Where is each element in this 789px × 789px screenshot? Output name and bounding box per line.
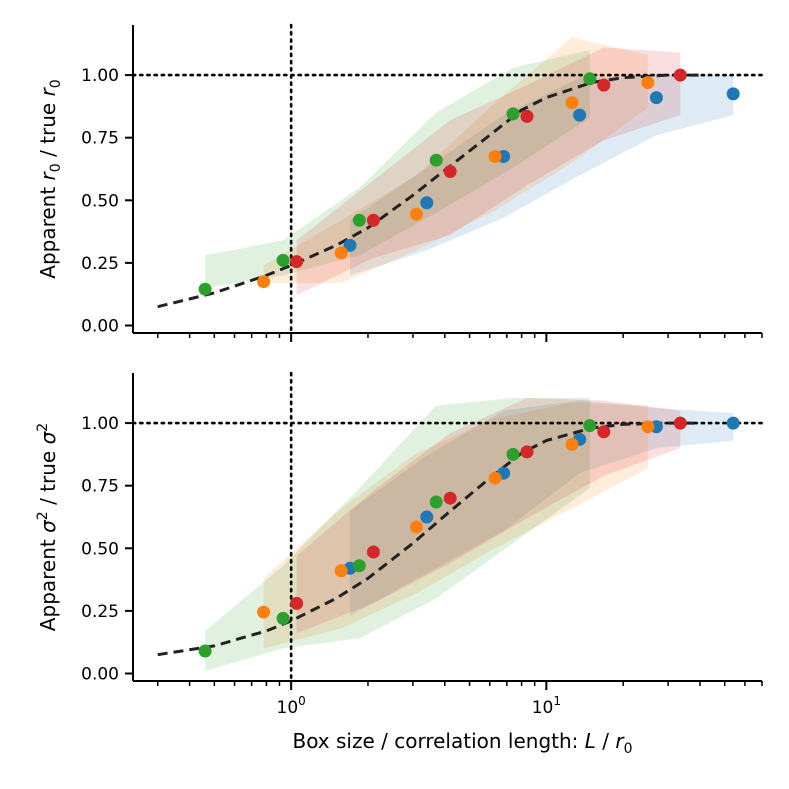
data-point-red bbox=[520, 445, 534, 459]
data-point-orange bbox=[565, 96, 579, 110]
data-point-orange bbox=[334, 564, 348, 578]
data-point-green bbox=[352, 213, 366, 227]
data-point-green bbox=[506, 107, 520, 121]
data-point-green bbox=[276, 253, 290, 267]
data-point-blue bbox=[420, 510, 434, 524]
data-point-green bbox=[429, 495, 443, 509]
data-point-blue bbox=[726, 87, 740, 101]
data-point-red bbox=[443, 165, 457, 178]
y-tick-label: 0.00 bbox=[81, 664, 119, 684]
y-tick-label: 0.75 bbox=[81, 477, 119, 497]
data-point-green bbox=[198, 644, 212, 658]
y-tick-label: 0.25 bbox=[81, 254, 119, 274]
data-point-orange bbox=[257, 275, 271, 289]
data-point-green bbox=[276, 611, 290, 625]
data-point-red bbox=[520, 109, 534, 123]
data-point-green bbox=[583, 72, 597, 86]
y-tick-label: 0.25 bbox=[81, 602, 119, 622]
data-point-orange bbox=[641, 76, 655, 90]
y-tick-label: 0.50 bbox=[81, 539, 119, 559]
y-tick-label: 0.00 bbox=[81, 316, 119, 336]
data-point-red bbox=[366, 545, 380, 559]
x-axis-label: Box size / correlation length: L / r0 bbox=[292, 729, 632, 757]
x-tick-label: 100 bbox=[277, 694, 306, 718]
y-tick-label: 1.00 bbox=[81, 414, 119, 434]
x-tick-label: 101 bbox=[532, 694, 561, 718]
band-blue bbox=[350, 400, 734, 616]
band-red bbox=[296, 47, 681, 296]
data-point-green bbox=[352, 559, 366, 573]
fit-curve bbox=[157, 421, 700, 657]
data-point-blue bbox=[649, 91, 663, 105]
data-point-green bbox=[506, 447, 520, 461]
data-point-orange bbox=[257, 605, 271, 619]
data-point-orange bbox=[488, 150, 502, 163]
band-green bbox=[205, 50, 590, 288]
data-point-orange bbox=[410, 207, 423, 221]
y-tick-label: 0.75 bbox=[81, 129, 119, 149]
band-orange bbox=[263, 403, 648, 649]
data-point-red bbox=[443, 491, 457, 505]
data-point-red bbox=[673, 68, 687, 82]
y-axis-label: Apparent σ2 / true σ2 bbox=[35, 423, 60, 631]
data-point-red bbox=[366, 213, 380, 227]
data-point-orange bbox=[410, 520, 423, 534]
band-blue bbox=[350, 75, 734, 276]
data-point-red bbox=[290, 255, 304, 269]
panel-top: 0.00 0.25 0.50 0.75 1.00 Apparent r0 / true r… bbox=[36, 23, 764, 342]
data-point-blue bbox=[573, 108, 587, 122]
data-point-blue bbox=[420, 196, 434, 210]
data-point-orange bbox=[565, 437, 579, 451]
data-point-red bbox=[673, 416, 687, 430]
data-point-blue bbox=[343, 238, 357, 252]
data-point-orange bbox=[334, 246, 348, 260]
data-point-orange bbox=[641, 420, 655, 434]
data-point-green bbox=[429, 153, 443, 167]
y-tick-label: 1.00 bbox=[81, 66, 119, 86]
data-point-red bbox=[597, 78, 611, 92]
data-point-green bbox=[583, 419, 597, 433]
y-axis-label: Apparent r0 / true r0 bbox=[36, 79, 64, 278]
y-tick-label: 0.50 bbox=[81, 191, 119, 211]
data-point-red bbox=[290, 596, 304, 610]
data-point-green bbox=[198, 282, 212, 296]
band-red bbox=[296, 398, 681, 634]
data-point-orange bbox=[488, 471, 502, 485]
data-point-blue bbox=[726, 416, 740, 430]
data-point-red bbox=[597, 425, 611, 439]
panel-bottom: 0.00 0.25 0.50 0.75 1.00 100 101 Apparent σ2 / … bbox=[35, 371, 764, 757]
